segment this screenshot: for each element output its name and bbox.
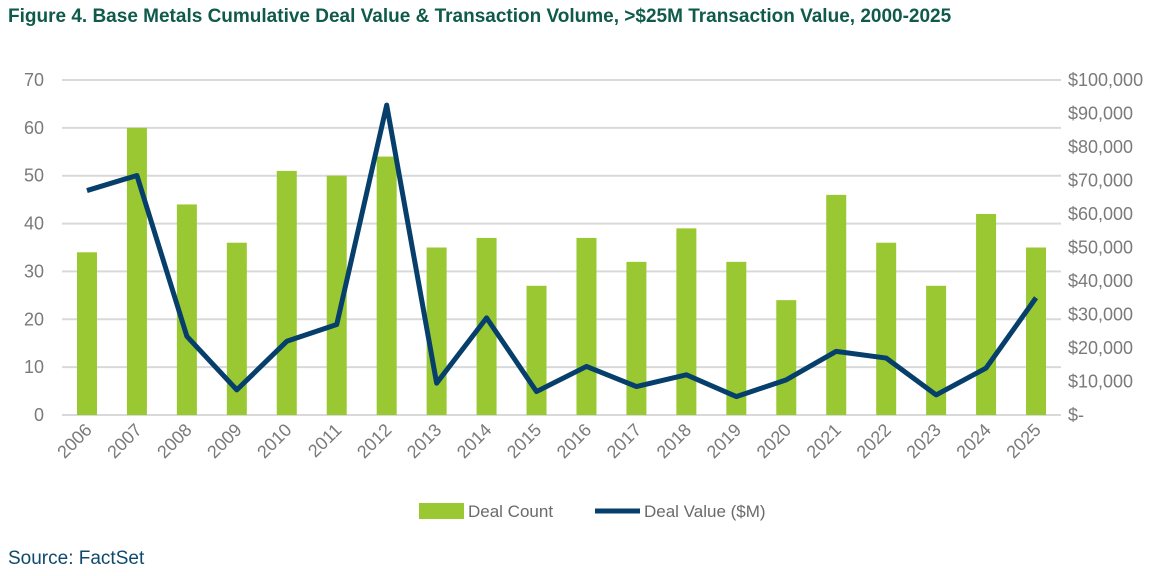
x-tick-label: 2023 bbox=[902, 420, 944, 462]
y-right-tick-label: $80,000 bbox=[1068, 137, 1133, 157]
bar-deal-count bbox=[926, 285, 947, 415]
y-right-tick-label: $100,000 bbox=[1068, 70, 1143, 90]
y-left-tick-label: 0 bbox=[34, 405, 44, 425]
source-note: Source: FactSet bbox=[8, 548, 145, 569]
bar-deal-count bbox=[476, 237, 497, 415]
bar-deal-count bbox=[226, 242, 247, 415]
y-right-tick-label: $70,000 bbox=[1068, 171, 1133, 191]
y-left-tick-label: 10 bbox=[24, 357, 44, 377]
x-tick-label: 2008 bbox=[153, 420, 195, 462]
bar-deal-count bbox=[526, 285, 547, 415]
x-tick-label: 2014 bbox=[453, 420, 495, 462]
bar-deal-count bbox=[276, 170, 297, 415]
x-tick-label: 2016 bbox=[553, 420, 595, 462]
y-left-tick-label: 70 bbox=[24, 70, 44, 90]
y-right-tick-label: $90,000 bbox=[1068, 104, 1133, 124]
x-tick-label: 2011 bbox=[304, 420, 346, 462]
bar-deal-count bbox=[626, 261, 647, 415]
x-tick-label: 2012 bbox=[353, 420, 395, 462]
legend-label-deal-count: Deal Count bbox=[468, 502, 553, 521]
bar-deal-count bbox=[726, 261, 747, 415]
x-tick-label: 2017 bbox=[603, 420, 645, 462]
y-left-tick-label: 60 bbox=[24, 118, 44, 138]
x-tick-label: 2019 bbox=[703, 420, 745, 462]
x-tick-label: 2013 bbox=[403, 420, 445, 462]
bar-deal-count bbox=[376, 156, 397, 416]
bar-deal-count bbox=[576, 237, 597, 415]
x-tick-label: 2022 bbox=[853, 420, 895, 462]
x-tick-label: 2025 bbox=[1002, 420, 1044, 462]
bar-deal-count bbox=[776, 300, 797, 415]
x-tick-label: 2010 bbox=[253, 420, 295, 462]
y-right-tick-label: $40,000 bbox=[1068, 271, 1133, 291]
bar-deal-count bbox=[126, 127, 147, 415]
bar-deal-count bbox=[826, 194, 847, 415]
y-left-tick-label: 20 bbox=[24, 309, 44, 329]
y-right-tick-label: $50,000 bbox=[1068, 238, 1133, 258]
x-tick-label: 2020 bbox=[753, 420, 795, 462]
y-left-tick-label: 50 bbox=[24, 166, 44, 186]
bar-deal-count bbox=[1026, 247, 1047, 415]
bar-deal-count bbox=[76, 252, 97, 415]
bar-deal-count bbox=[876, 242, 897, 415]
chart-title: Figure 4. Base Metals Cumulative Deal Va… bbox=[8, 6, 952, 27]
y-right-tick-label: $30,000 bbox=[1068, 305, 1133, 325]
bar-deal-count bbox=[676, 228, 697, 415]
line-deal-value bbox=[86, 102, 1039, 400]
bar-deal-count bbox=[326, 175, 347, 415]
x-tick-label: 2015 bbox=[503, 420, 545, 462]
y-left-tick-label: 40 bbox=[24, 214, 44, 234]
bar-deal-count bbox=[976, 214, 997, 415]
bar-deal-count bbox=[176, 204, 197, 415]
y-left-tick-label: 30 bbox=[24, 261, 44, 281]
y-right-tick-label: $60,000 bbox=[1068, 204, 1133, 224]
x-tick-label: 2021 bbox=[803, 420, 845, 462]
y-right-tick-label: $- bbox=[1068, 405, 1084, 425]
x-tick-label: 2018 bbox=[653, 420, 695, 462]
x-tick-label: 2006 bbox=[53, 420, 95, 462]
x-tick-label: 2024 bbox=[952, 420, 994, 462]
y-right-tick-label: $10,000 bbox=[1068, 372, 1133, 392]
x-tick-label: 2009 bbox=[203, 420, 245, 462]
legend-swatch-deal-count bbox=[419, 503, 464, 519]
legend-label-deal-value: Deal Value ($M) bbox=[644, 502, 766, 521]
y-right-tick-label: $20,000 bbox=[1068, 338, 1133, 358]
x-tick-label: 2007 bbox=[103, 420, 145, 462]
